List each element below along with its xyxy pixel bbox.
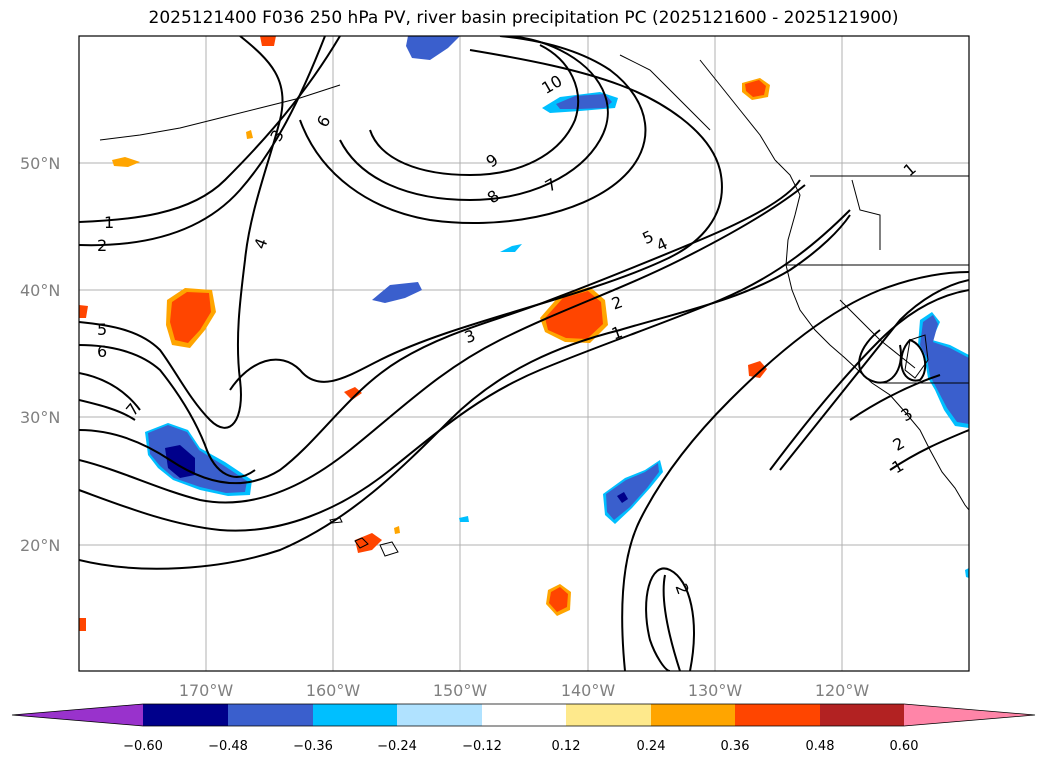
colorbar-extend-low <box>12 704 143 726</box>
colorbar-tick-label: 0.12 <box>552 739 581 754</box>
lon-label: 160°W <box>306 681 361 700</box>
contour-label: 6 <box>97 342 107 361</box>
map-area <box>79 36 969 671</box>
lon-label: 130°W <box>688 681 743 700</box>
colorbar-tick-label: −0.60 <box>123 739 163 754</box>
latitude-labels: 50°N 40°N 30°N 20°N <box>20 154 60 555</box>
colorbar-tick-label: 0.24 <box>637 739 666 754</box>
contour-label: 1 <box>104 213 114 232</box>
colorbar-tick-label: 0.48 <box>806 739 835 754</box>
colorbar-tick-label: −0.24 <box>377 739 417 754</box>
colorbar-segment <box>143 704 228 726</box>
colorbar-tick-label: −0.12 <box>462 739 502 754</box>
colorbar-extend-high <box>904 704 1035 726</box>
colorbar: −0.60 −0.48 −0.36 −0.24 −0.12 0.12 0.24 … <box>11 703 1036 754</box>
colorbar-segment <box>482 704 566 726</box>
colorbar-segment <box>228 704 313 726</box>
map-frame <box>78 35 970 672</box>
lat-label: 30°N <box>20 408 60 427</box>
colorbar-tick-label: 0.60 <box>890 739 919 754</box>
colorbar-segment <box>566 704 651 726</box>
contour-label: 5 <box>97 320 107 339</box>
lon-label: 150°W <box>433 681 488 700</box>
lat-label: 50°N <box>20 154 60 173</box>
contour-label: 2 <box>97 236 107 255</box>
colorbar-segment <box>651 704 735 726</box>
colorbar-segment <box>397 704 482 726</box>
lat-label: 40°N <box>20 281 60 300</box>
lat-label: 20°N <box>20 536 60 555</box>
colorbar-segment <box>313 704 397 726</box>
map-title: 2025121400 F036 250 hPa PV, river basin … <box>148 8 899 28</box>
lon-label: 120°W <box>815 681 870 700</box>
colorbar-segment <box>820 704 904 726</box>
colorbar-tick-label: −0.48 <box>208 739 248 754</box>
colorbar-tick-label: −0.36 <box>293 739 333 754</box>
lon-label: 140°W <box>561 681 616 700</box>
colorbar-segment <box>735 704 820 726</box>
pv-contours <box>79 36 969 671</box>
coastlines <box>99 54 969 557</box>
graticule <box>79 36 969 671</box>
longitude-labels: 170°W 160°W 150°W 140°W 130°W 120°W <box>179 681 870 700</box>
colorbar-tick-label: 0.36 <box>721 739 750 754</box>
lon-label: 170°W <box>179 681 234 700</box>
